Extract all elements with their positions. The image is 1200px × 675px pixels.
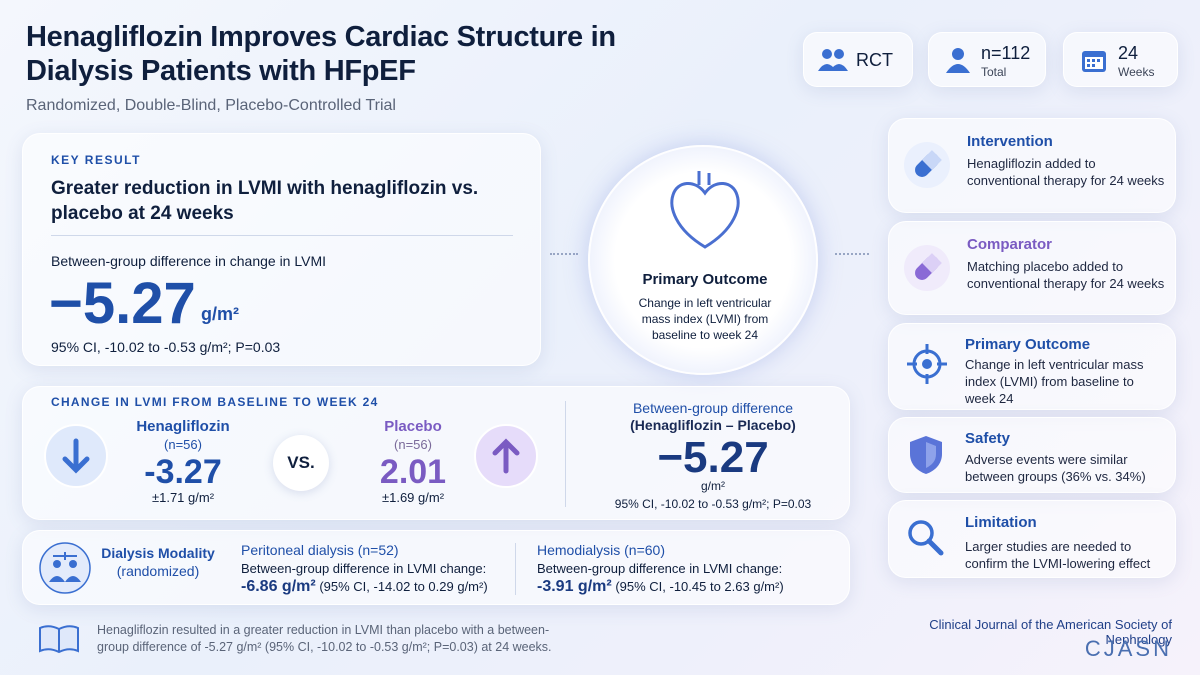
vs-badge: VS. [273,435,329,491]
icon [39,542,91,594]
side-text: Matching placebo added to conventional t… [967,259,1165,291]
side-title: Primary Outcome [965,336,1091,353]
key-result-card: KEY RESULT Greater reduction in LVMI wit… [22,133,541,366]
side-title: Limitation [965,514,1037,531]
side-card: Comparator Matching placebo added to con… [888,221,1176,315]
arm-n: (n=56) [164,437,202,452]
group-ci: (95% CI, -14.02 to 0.29 g/m²) [319,579,488,594]
arm-value: 2.01 [379,453,447,491]
icon [904,245,950,291]
summary: Henagliflozin resulted in a greater redu… [97,623,552,654]
arm-sd: ±1.69 g/m² [381,490,445,505]
side-title: Comparator [967,236,1053,253]
connector [550,253,578,255]
headline: Greater reduction in LVMI with henaglifl… [51,178,479,224]
group-name: Hemodialysis (n=60) [537,542,665,558]
outcome-title: Primary Outcome [642,271,768,288]
diff-unit: g/m² [701,479,725,493]
group-label: Between-group difference in LVMI change: [241,561,487,576]
arm-value: -3.27 [144,453,222,491]
heart-icon [670,171,740,249]
group-name: Peritoneal dialysis (n=52) [241,542,399,558]
side-card: Safety Adverse events were similar betwe… [888,417,1176,493]
arm-n: (n=56) [394,437,432,452]
diff-subtitle: (Henagliflozin – Placebo) [630,417,796,433]
group-result: -3.91 g/m² (95% CI, -10.45 to 2.63 g/m²) [537,578,784,596]
icon [818,49,848,71]
journal: Clinical Journal of the American Society… [929,617,1172,647]
metric-ci: 95% CI, -10.02 to -0.53 g/m²; P=0.03 [51,339,281,355]
icon [908,520,944,556]
side-card: Limitation Larger studies are needed to … [888,500,1176,578]
badge: n=112 Total [928,32,1046,87]
badge-sub: Total [981,65,1007,79]
side-title: Safety [965,430,1011,447]
group-label: Between-group difference in LVMI change: [537,561,783,576]
journal-logo: CJASN [1084,636,1172,661]
side-text: Change in left ventricular mass index (L… [965,357,1144,406]
change-card: CHANGE IN LVMI FROM BASELINE TO WEEK 24 … [22,386,850,520]
icon [946,48,970,73]
side-text: Larger studies are needed to confirm the… [965,539,1151,571]
badge: 24 Weeks [1063,32,1178,87]
divider [515,543,516,595]
arm-sd: ±1.71 g/m² [151,490,215,505]
side-text: Adverse events were similar between grou… [965,452,1146,484]
diff-ci: 95% CI, -10.02 to -0.53 g/m²; P=0.03 [614,497,812,511]
down-arrow-icon [44,424,108,488]
metric-unit: g/m² [201,304,239,324]
group-value: -6.86 g/m² [241,578,316,595]
metric-value: −5.27 [49,271,196,336]
badge-label: 24 [1118,43,1139,63]
arm-name: Henagliflozin [136,418,230,435]
diff-value: −5.27 [657,433,769,482]
title: Henagliflozin Improves Cardiac Structure… [26,21,616,87]
side-card: Primary Outcome Change in left ventricul… [888,323,1176,410]
icon [907,344,947,384]
outcome-text: Change in left ventricular mass index (L… [638,296,772,342]
group-result: -6.86 g/m² (95% CI, -14.02 to 0.29 g/m²) [241,578,488,596]
modality-sub: (randomized) [116,563,200,579]
book-icon [39,625,79,654]
side-title: Intervention [967,133,1053,150]
outcome-circle: Primary Outcome Change in left ventricul… [588,145,818,375]
section-heading: CHANGE IN LVMI FROM BASELINE TO WEEK 24 [51,395,379,409]
diff-title: Between-group difference [632,400,794,416]
badge-sub: Weeks [1118,65,1155,79]
side-text: Henagliflozin added to conventional ther… [967,156,1165,188]
group-value: -3.91 g/m² [537,578,612,595]
badge-label: n=112 [981,43,1031,63]
icon [904,142,950,188]
up-arrow-icon [474,424,538,488]
badge: RCT [803,32,913,87]
connector [835,253,869,255]
modality-title: Dialysis Modality [101,545,215,561]
metric-label: Between-group difference in change in LV… [51,253,326,269]
eyebrow: KEY RESULT [51,153,141,167]
icon [910,436,942,474]
group-ci: (95% CI, -10.45 to 2.63 g/m²) [615,579,784,594]
arm-name: Placebo [384,418,442,435]
subtitle: Randomized, Double-Blind, Placebo-Contro… [26,97,396,114]
side-card: Intervention Henagliflozin added to conv… [888,118,1176,213]
modality-card: Dialysis Modality (randomized) Peritonea… [22,530,850,605]
divider [51,235,513,236]
divider [565,401,566,507]
badge-label: RCT [856,50,893,70]
icon [1082,51,1106,72]
